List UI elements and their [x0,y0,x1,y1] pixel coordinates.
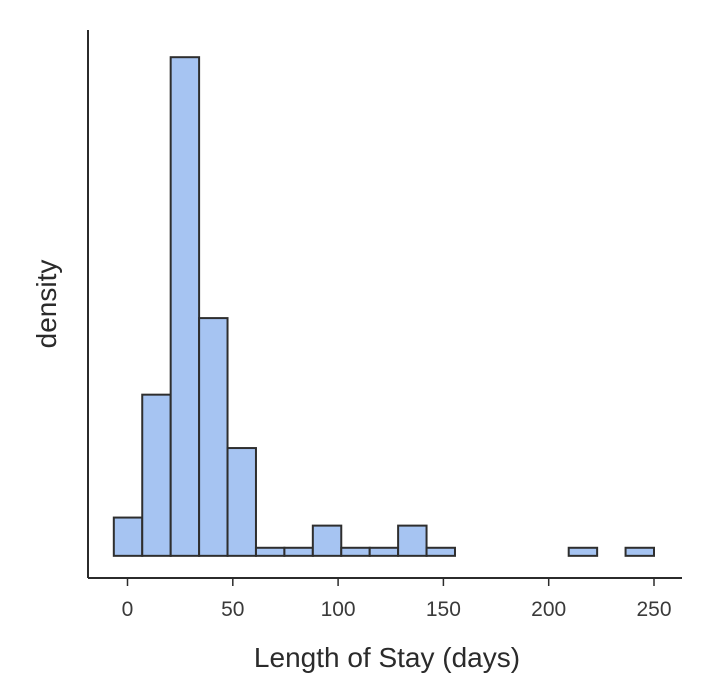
histogram-bar-18 [624,546,655,557]
y-axis-title: density [31,260,62,349]
histogram-bar-0 [112,516,144,557]
x-tick-label-50: 50 [221,598,244,621]
histogram-bar-16 [567,546,599,557]
histogram-bar-2 [169,56,201,557]
histogram-bar-5 [254,546,286,557]
histogram-bar-10 [397,524,428,557]
histogram-bar-6 [283,546,314,557]
histogram-bar-7 [311,524,343,557]
x-tick-label-0: 0 [122,598,134,621]
histogram-bar-11 [425,546,456,557]
histogram-bar-3 [198,317,229,557]
x-tick-label-150: 150 [426,598,461,621]
histogram-bar-1 [141,393,172,557]
x-tick-label-250: 250 [636,598,671,621]
x-tick-label-100: 100 [321,598,356,621]
histogram-bar-9 [368,546,400,557]
histogram-bar-4 [226,447,257,557]
x-tick-label-200: 200 [531,598,566,621]
bars-group [112,56,655,557]
x-ticks-group: 0 50 100 150 200 250 [122,578,672,621]
x-axis-title: Length of Stay (days) [254,642,520,673]
histogram-bar-8 [340,546,371,557]
